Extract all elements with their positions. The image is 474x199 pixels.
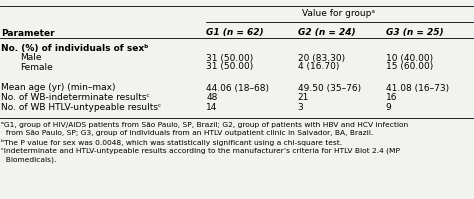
Text: Mean age (yr) (min–max): Mean age (yr) (min–max) (1, 84, 116, 93)
Text: No. of WB HTLV-untypeable resultsᶜ: No. of WB HTLV-untypeable resultsᶜ (1, 102, 162, 111)
Text: 14: 14 (206, 102, 218, 111)
Text: 15 (60.00): 15 (60.00) (386, 62, 433, 71)
Text: Value for groupᵃ: Value for groupᵃ (302, 9, 375, 18)
Text: 48: 48 (206, 94, 218, 102)
Text: 31 (50.00): 31 (50.00) (206, 54, 254, 62)
Text: from São Paulo, SP; G3, group of individuals from an HTLV outpatient clinic in S: from São Paulo, SP; G3, group of individ… (1, 130, 374, 136)
Text: 3: 3 (298, 102, 303, 111)
Text: G2 (n = 24): G2 (n = 24) (298, 28, 356, 37)
Text: Female: Female (20, 62, 53, 71)
Text: No. of WB-indeterminate resultsᶜ: No. of WB-indeterminate resultsᶜ (1, 94, 150, 102)
Text: 4 (16.70): 4 (16.70) (298, 62, 339, 71)
Text: ᵃG1, group of HIV/AIDS patients from São Paulo, SP, Brazil; G2, group of patient: ᵃG1, group of HIV/AIDS patients from São… (1, 122, 409, 128)
Text: 20 (83.30): 20 (83.30) (298, 54, 345, 62)
Text: 31 (50.00): 31 (50.00) (206, 62, 254, 71)
Text: 21: 21 (298, 94, 309, 102)
Text: 16: 16 (386, 94, 397, 102)
Text: 10 (40.00): 10 (40.00) (386, 54, 433, 62)
Text: No. (%) of individuals of sexᵇ: No. (%) of individuals of sexᵇ (1, 44, 149, 53)
Text: G3 (n = 25): G3 (n = 25) (386, 28, 444, 37)
Text: 49.50 (35–76): 49.50 (35–76) (298, 84, 361, 93)
Text: 9: 9 (386, 102, 392, 111)
Text: 44.06 (18–68): 44.06 (18–68) (206, 84, 269, 93)
Text: G1 (n = 62): G1 (n = 62) (206, 28, 264, 37)
Text: ᵇThe P value for sex was 0.0048, which was statistically significant using a chi: ᵇThe P value for sex was 0.0048, which w… (1, 139, 343, 145)
Text: 41.08 (16–73): 41.08 (16–73) (386, 84, 449, 93)
Text: ᶜIndeterminate and HTLV-untypeable results according to the manufacturer’s crite: ᶜIndeterminate and HTLV-untypeable resul… (1, 148, 401, 154)
Text: Biomedicals).: Biomedicals). (1, 157, 57, 163)
Text: Parameter: Parameter (1, 28, 55, 37)
Text: Male: Male (20, 54, 42, 62)
